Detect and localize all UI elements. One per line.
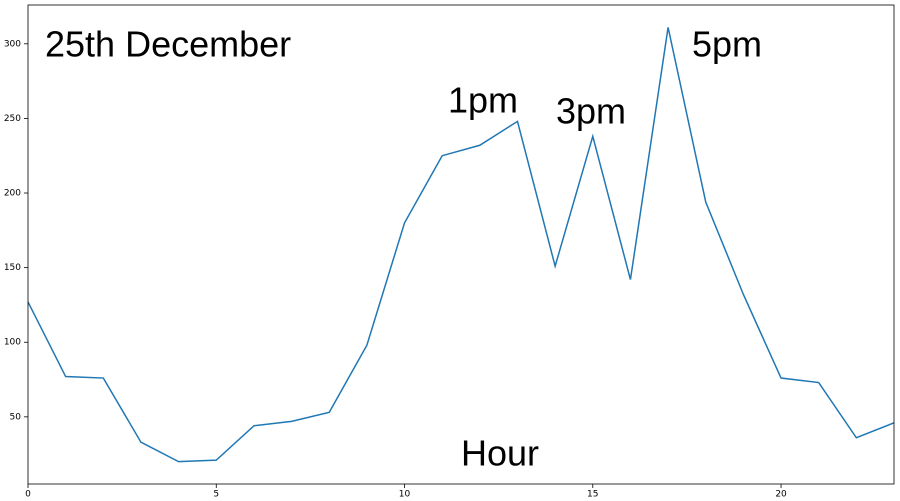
y-tick-label: 250: [4, 114, 21, 124]
y-tick-label: 150: [4, 263, 21, 273]
plot-frame: [27, 4, 895, 485]
x-tick-label: 10: [399, 490, 411, 500]
x-tick-label: 15: [587, 490, 598, 500]
annotation: 3pm: [556, 91, 626, 132]
annotation: 5pm: [692, 24, 762, 65]
y-tick-label: 50: [10, 412, 22, 422]
line: [27, 27, 895, 463]
y-tick-label: 200: [4, 189, 21, 199]
x-tick-label: 5: [213, 490, 219, 500]
annotation: Hour: [461, 433, 539, 474]
annotation: 25th December: [45, 24, 291, 65]
y-tick-label: 100: [4, 338, 21, 348]
x-tick-label: 0: [25, 490, 31, 500]
y-tick-label: 300: [4, 39, 21, 49]
x-tick-label: 20: [775, 490, 787, 500]
annotation: 1pm: [448, 80, 518, 121]
